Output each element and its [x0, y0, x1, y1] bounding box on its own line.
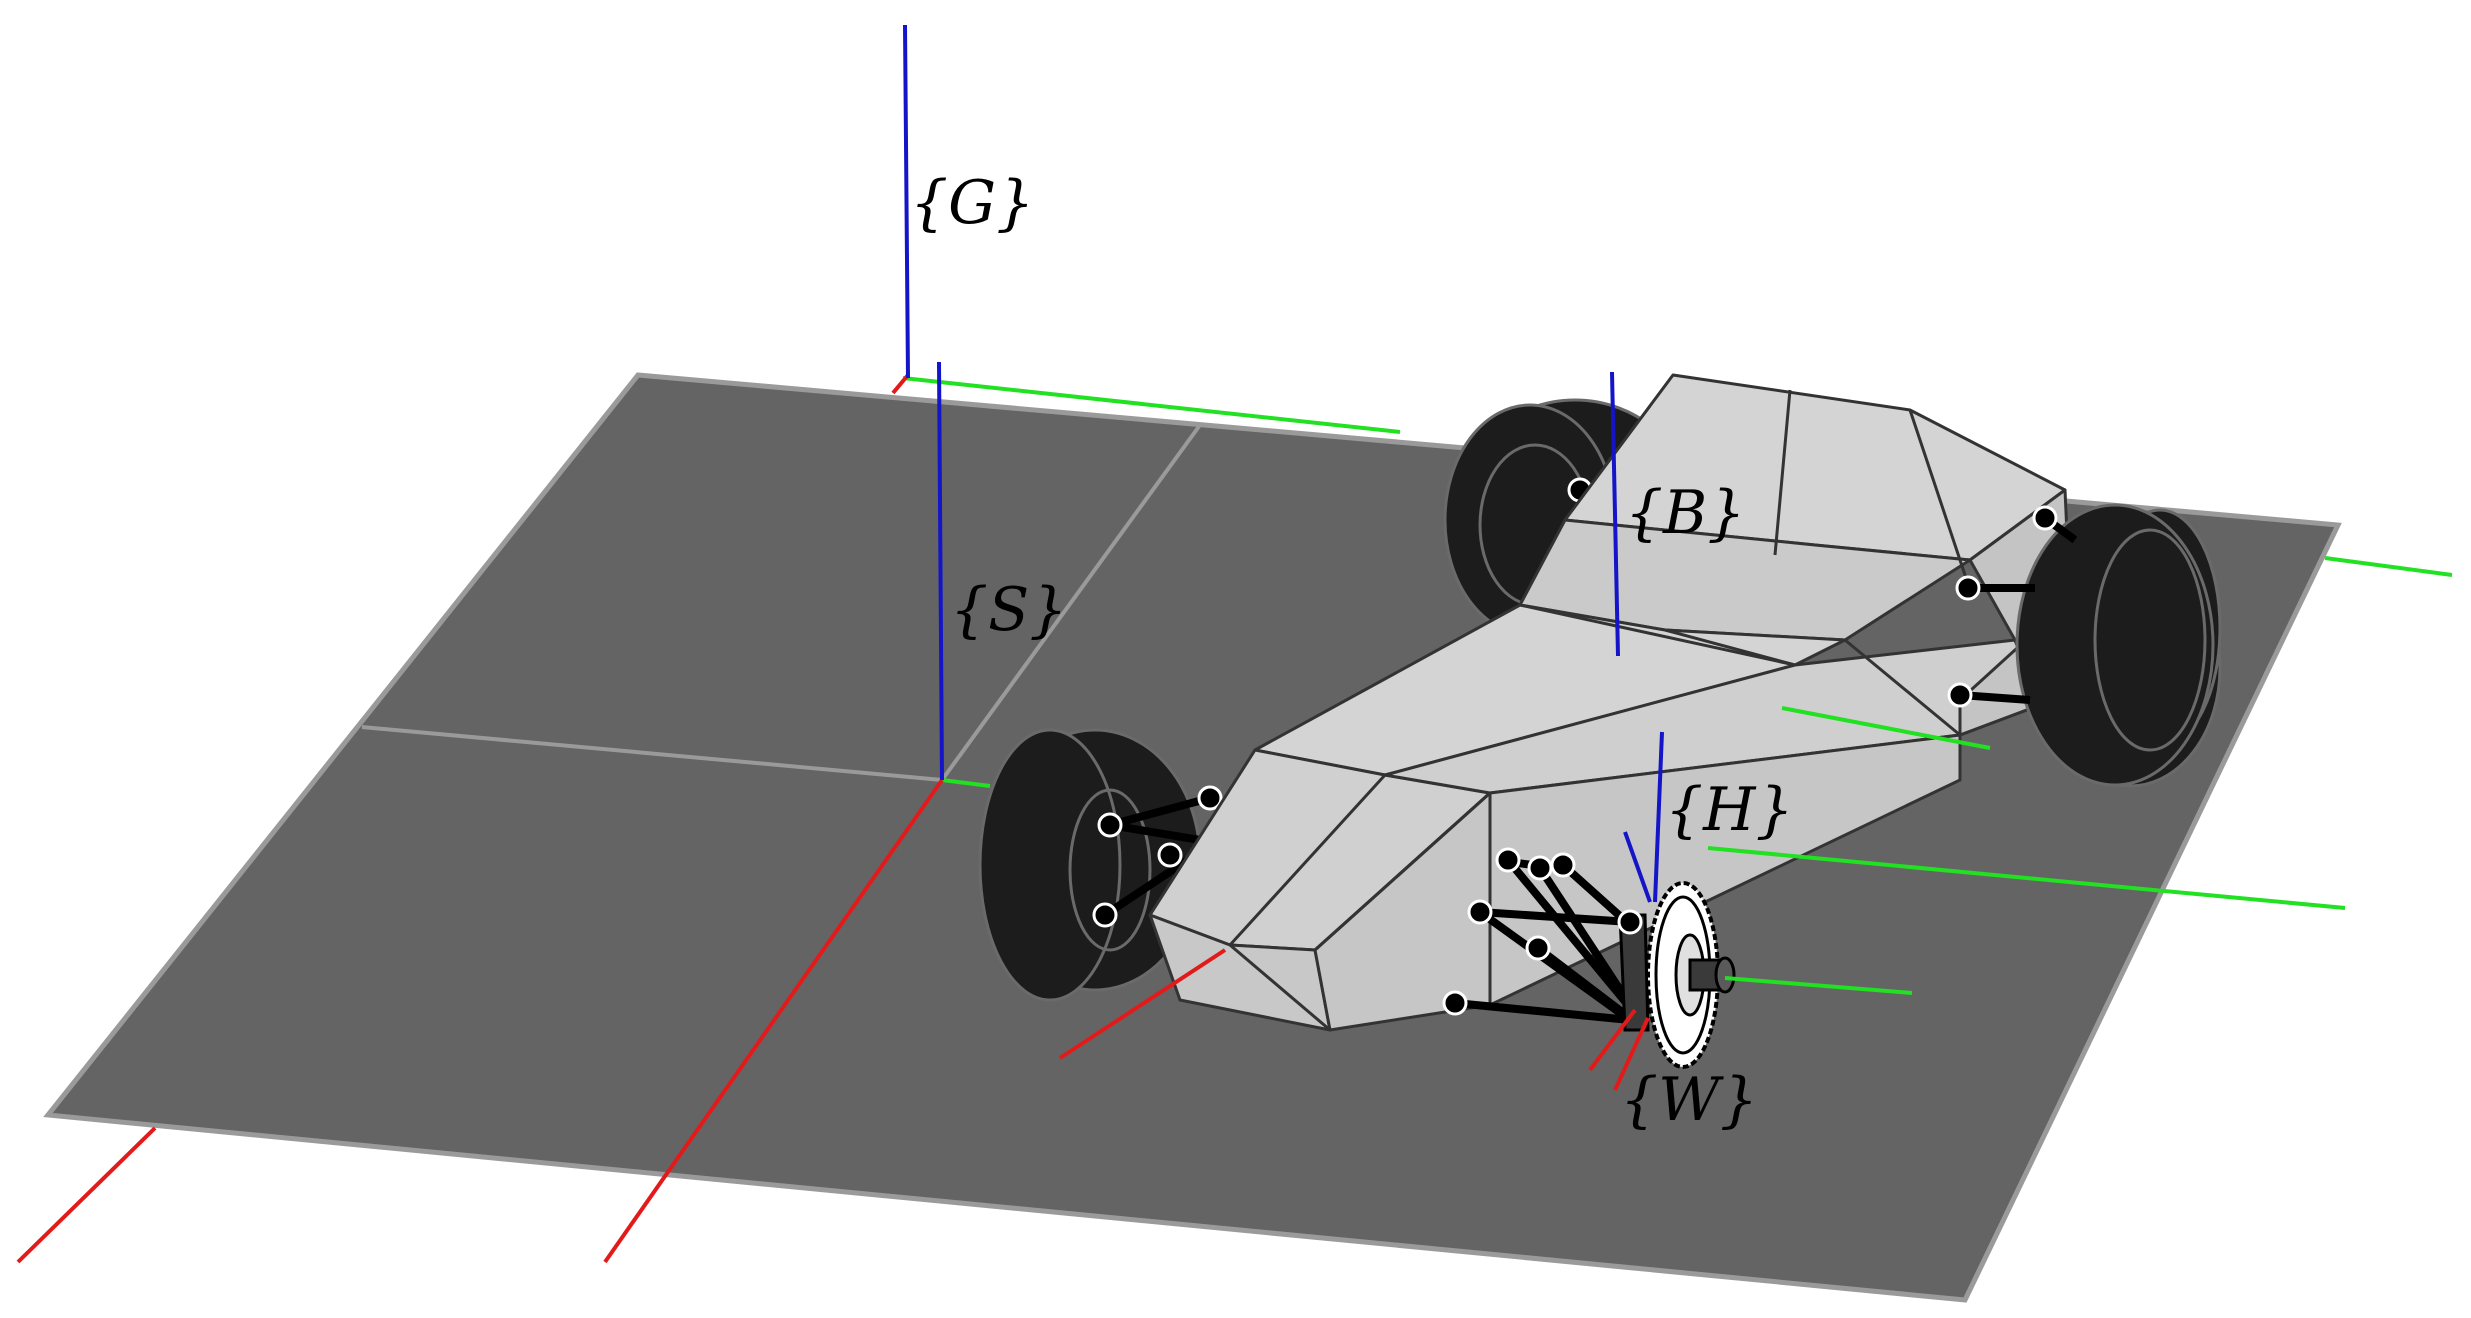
body-frame-axes	[1058, 371, 2453, 1060]
joint-marker	[1525, 935, 1551, 961]
joint-marker	[1157, 842, 1183, 868]
global-z-axis	[903, 24, 910, 379]
ground-x-axis	[603, 778, 944, 1264]
chassis-body	[1148, 373, 2072, 1032]
joint-marker	[1197, 785, 1223, 811]
wheel-frame-axes	[1588, 831, 1913, 1091]
joint-marker	[1097, 812, 1123, 838]
joint-marker	[1947, 682, 1973, 708]
ground-grid-line	[361, 725, 943, 782]
ground-y-axis	[941, 778, 991, 788]
ground-frame-axes	[603, 361, 991, 1264]
joint-marker	[1955, 575, 1981, 601]
hub-y-axis	[1707, 846, 2346, 910]
global-y-axis	[902, 376, 1401, 434]
suspension-front-right	[1442, 847, 1650, 1032]
ground-edge-x-axis	[16, 1126, 157, 1264]
wheel-x-axis-secondary	[1613, 1017, 1650, 1091]
body-z-axis	[1610, 371, 1620, 657]
ground-grid-line	[940, 423, 1202, 782]
joint-marker	[1550, 852, 1576, 878]
global-x-axis	[891, 373, 910, 395]
joint-marker	[1092, 902, 1118, 928]
joint-marker	[1617, 909, 1643, 935]
wheel-front-left	[978, 728, 1223, 1002]
global-frame-axes	[891, 24, 1401, 434]
wheel-x-axis	[1588, 1008, 1637, 1072]
hub-z-axis	[1653, 731, 1664, 903]
wheel-z-axis	[1623, 831, 1652, 903]
frame-label-g: {G}	[910, 168, 1034, 238]
hub-frame-axes	[1653, 731, 2346, 910]
ground-z-axis	[937, 361, 944, 781]
joint-marker	[1442, 990, 1468, 1016]
frame-label-s: {S}	[950, 575, 1067, 645]
body-y-axis-segment	[1781, 706, 1991, 750]
wheel-y-axis	[1724, 976, 1913, 995]
wheel-rear-right	[1947, 503, 2222, 788]
joint-marker	[1527, 855, 1553, 881]
joint-marker	[1467, 899, 1493, 925]
frame-label-w: {W}	[1620, 1065, 1758, 1135]
body-x-axis	[1058, 948, 1227, 1060]
frame-label-b: {B}	[1625, 478, 1745, 548]
joint-marker	[2032, 505, 2058, 531]
joint-marker	[1495, 847, 1521, 873]
body-y-axis	[2324, 556, 2453, 577]
frame-label-h: {H}	[1665, 775, 1794, 845]
brake-disc	[1646, 881, 1736, 1069]
